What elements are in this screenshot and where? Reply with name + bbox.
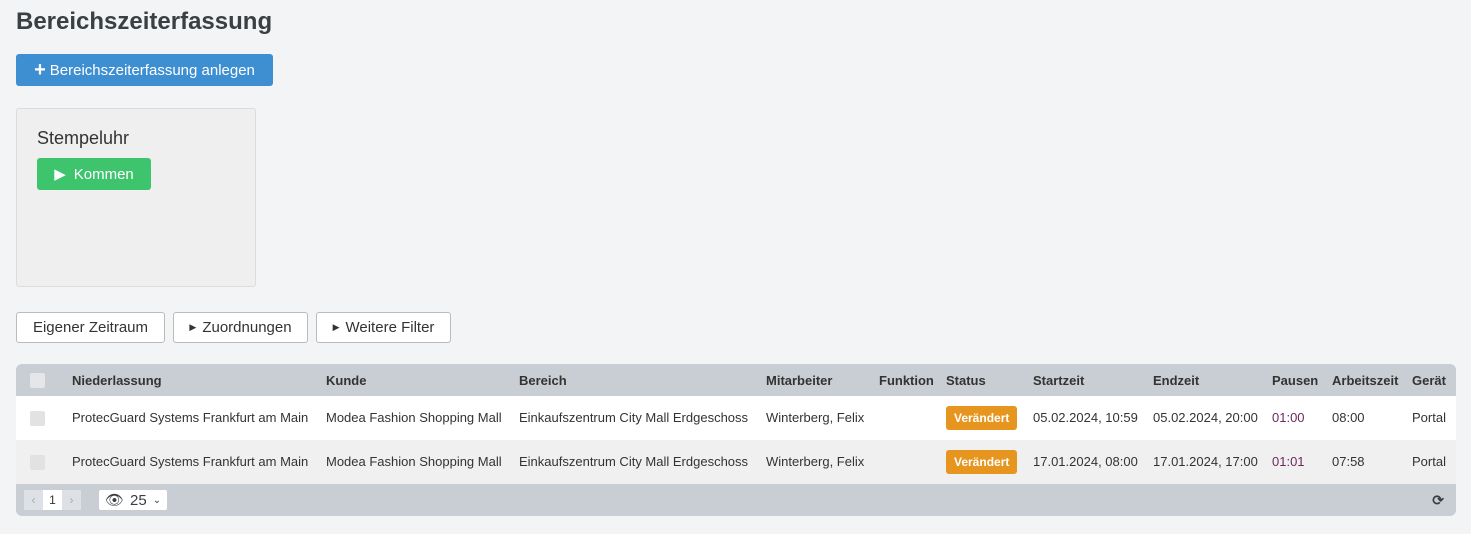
- data-table: Niederlassung Kunde Bereich Mitarbeiter …: [16, 364, 1456, 516]
- next-page-button[interactable]: ›: [62, 490, 81, 510]
- cell-status: Verändert: [946, 396, 1033, 440]
- cell-funktion: [879, 396, 946, 440]
- cell-startzeit: 17.01.2024, 08:00: [1033, 454, 1138, 469]
- page-1-button[interactable]: 1: [43, 490, 62, 510]
- page-size-select[interactable]: 👁 25 ⌄: [99, 490, 168, 510]
- col-bereich[interactable]: Bereich: [519, 372, 567, 388]
- filter-custom-period[interactable]: Eigener Zeitraum: [16, 312, 165, 343]
- chevron-down-icon: ⌄: [152, 494, 162, 506]
- status-badge: Verändert: [946, 406, 1018, 430]
- cell-endzeit: 17.01.2024, 17:00: [1153, 454, 1258, 469]
- cell-bereich: Einkaufszentrum City Mall Erdgeschoss: [519, 454, 749, 469]
- select-all-checkbox[interactable]: [30, 372, 45, 388]
- cell-kunde: Modea Fashion Shopping Mall: [326, 410, 502, 425]
- cell-pausen: 01:00: [1272, 410, 1305, 425]
- play-icon: ▶: [54, 166, 66, 183]
- cell-funktion: [879, 440, 946, 484]
- row-checkbox[interactable]: [30, 454, 45, 470]
- table-header: Niederlassung Kunde Bereich Mitarbeiter …: [16, 364, 1456, 396]
- cell-mitarbeiter: Winterberg, Felix: [766, 454, 865, 469]
- pagination: ‹ 1 ›: [24, 490, 81, 510]
- cell-kunde: Modea Fashion Shopping Mall: [326, 454, 502, 469]
- table-row[interactable]: ProtecGuard Systems Frankfurt am Main Mod…: [16, 396, 1456, 440]
- caret-right-icon: ▶: [332, 322, 340, 332]
- cell-gerät: Portal: [1412, 454, 1446, 469]
- prev-page-button[interactable]: ‹: [24, 490, 43, 510]
- filter-assignments[interactable]: ▶ Zuordnungen: [173, 312, 308, 343]
- col-geraet[interactable]: Gerät: [1412, 372, 1446, 388]
- table-footer: ‹ 1 › 👁 25 ⌄ ⟳: [16, 484, 1456, 516]
- cell-arbeitszeit: 07:58: [1332, 454, 1365, 469]
- col-funktion[interactable]: Funktion: [879, 372, 934, 388]
- cell-startzeit: 05.02.2024, 10:59: [1033, 410, 1138, 425]
- table-row[interactable]: ProtecGuard Systems Frankfurt am Main Mod…: [16, 440, 1456, 484]
- cell-niederlassung: ProtecGuard Systems Frankfurt am Main: [72, 454, 309, 469]
- col-arbeitszeit[interactable]: Arbeitszeit: [1332, 372, 1399, 388]
- caret-right-icon: ▶: [189, 322, 197, 332]
- cell-bereich: Einkaufszentrum City Mall Erdgeschoss: [519, 410, 749, 425]
- col-niederlassung[interactable]: Niederlassung: [72, 372, 162, 388]
- col-mitarbeiter[interactable]: Mitarbeiter: [766, 372, 833, 388]
- plus-icon: +: [34, 58, 46, 81]
- page-size-value: 25: [130, 491, 147, 509]
- cell-niederlassung: ProtecGuard Systems Frankfurt am Main: [72, 410, 309, 425]
- col-endzeit[interactable]: Endzeit: [1153, 372, 1200, 388]
- create-button[interactable]: + Bereichszeiterfassung anlegen: [16, 54, 273, 86]
- kommen-button[interactable]: ▶ Kommen: [37, 158, 151, 190]
- filter-label: Eigener Zeitraum: [32, 319, 149, 336]
- filter-label: Weitere Filter: [345, 319, 435, 336]
- eye-icon: 👁: [105, 492, 125, 509]
- col-startzeit[interactable]: Startzeit: [1033, 372, 1085, 388]
- refresh-icon[interactable]: ⟳: [1432, 491, 1444, 508]
- clock-title: Stempeluhr: [37, 128, 130, 148]
- col-pausen[interactable]: Pausen: [1272, 372, 1319, 388]
- cell-mitarbeiter: Winterberg, Felix: [766, 410, 865, 425]
- filter-label: Zuordnungen: [202, 319, 292, 336]
- kommen-label: Kommen: [73, 165, 134, 183]
- row-checkbox[interactable]: [30, 410, 45, 426]
- create-button-label: Bereichszeiterfassung anlegen: [49, 61, 255, 79]
- cell-endzeit: 05.02.2024, 20:00: [1153, 410, 1258, 425]
- clock-card: Stempeluhr ▶ Kommen: [16, 108, 256, 287]
- col-status[interactable]: Status: [946, 372, 986, 388]
- cell-arbeitszeit: 08:00: [1332, 410, 1365, 425]
- page-title: Bereichszeiterfassung: [16, 8, 273, 35]
- col-kunde[interactable]: Kunde: [326, 372, 367, 388]
- cell-pausen: 01:01: [1272, 454, 1305, 469]
- cell-gerät: Portal: [1412, 410, 1446, 425]
- filter-more[interactable]: ▶ Weitere Filter: [316, 312, 451, 343]
- status-badge: Verändert: [946, 450, 1018, 474]
- cell-status: Verändert: [946, 440, 1033, 484]
